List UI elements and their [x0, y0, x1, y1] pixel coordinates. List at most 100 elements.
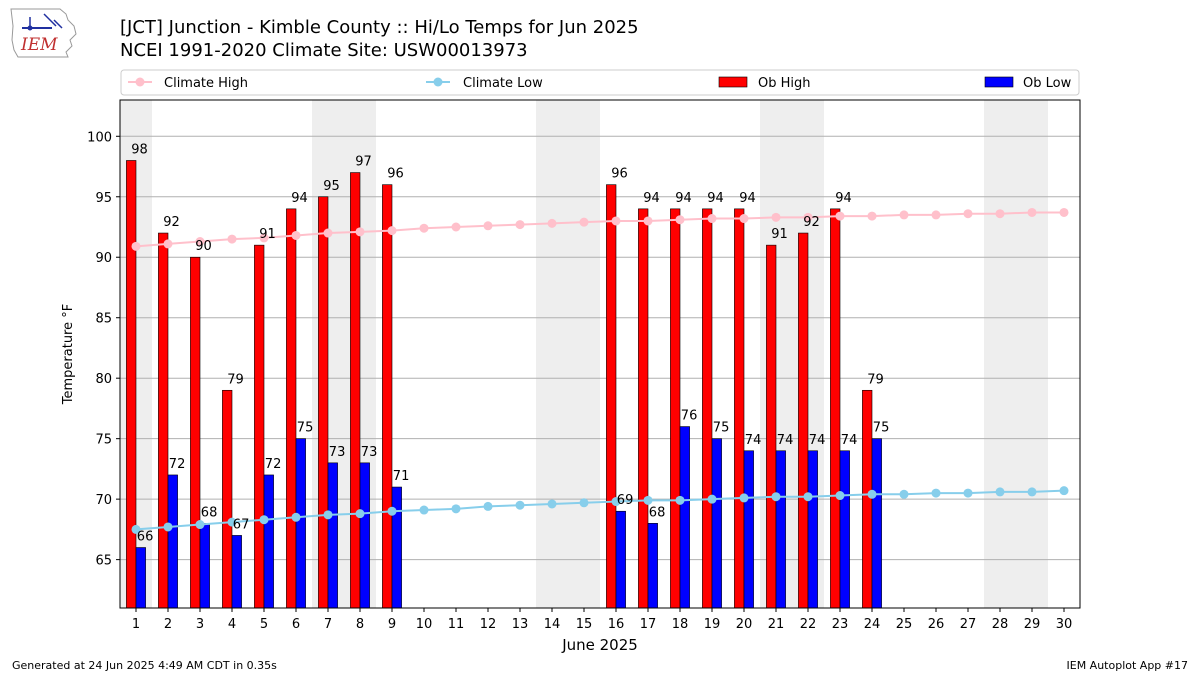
ob-high-bar: [638, 208, 649, 609]
ob-high-label: 91: [771, 227, 788, 242]
climate-low-point: [739, 493, 749, 503]
ob-high-bar: [702, 208, 713, 609]
y-axis-label: Temperature °F: [61, 304, 76, 405]
climate-high-point: [355, 227, 365, 237]
ob-high-label: 91: [259, 227, 276, 242]
ob-high-label: 94: [675, 191, 692, 206]
ob-high-bar: [798, 232, 809, 609]
climate-low-point: [131, 524, 141, 534]
climate-high-point: [611, 216, 621, 226]
ob-low-label: 73: [329, 445, 346, 460]
weekend-shade: [1016, 100, 1048, 608]
climate-high-point: [323, 228, 333, 238]
climate-high-point: [419, 223, 429, 233]
climate-low-point: [419, 505, 429, 515]
climate-low-point: [771, 492, 781, 502]
climate-low-point: [483, 501, 493, 511]
x-tick-label: 3: [196, 617, 204, 632]
ob-low-bar: [391, 486, 402, 609]
ob-high-label: 79: [867, 372, 884, 387]
ob-low-bar: [199, 523, 210, 609]
footer-generated: Generated at 24 Jun 2025 4:49 AM CDT in …: [12, 659, 277, 672]
climate-low-point: [707, 494, 717, 504]
climate-high-point: [451, 222, 461, 232]
ob-high-bar: [606, 184, 617, 609]
climate-low-point: [323, 510, 333, 520]
climate-high-point: [1027, 207, 1037, 217]
ob-low-label: 66: [137, 530, 154, 545]
ob-low-label: 72: [265, 457, 282, 472]
chart-title: [JCT] Junction - Kimble County :: Hi/Lo …: [120, 17, 639, 38]
ob-high-label: 94: [707, 191, 724, 206]
climate-high-point: [131, 241, 141, 251]
climate-low-point: [611, 497, 621, 507]
climate-low-point: [163, 522, 173, 532]
ob-high-label: 95: [323, 179, 340, 194]
climate-low-point: [227, 517, 237, 527]
climate-high-point: [931, 210, 941, 220]
x-tick-label: 17: [640, 617, 657, 632]
ob-high-bar: [382, 184, 393, 609]
x-tick-label: 5: [260, 617, 268, 632]
ob-low-bar: [775, 450, 786, 609]
ob-high-label: 92: [163, 215, 180, 230]
legend-ob-low-label: Ob Low: [1023, 76, 1072, 91]
legend-ob-high-label: Ob High: [758, 76, 811, 91]
ob-low-label: 75: [873, 421, 890, 436]
ob-high-bar: [190, 256, 201, 609]
climate-high-point: [259, 233, 269, 243]
climate-low-point: [803, 492, 813, 502]
ob-high-label: 97: [355, 155, 372, 170]
ob-high-label: 94: [835, 191, 852, 206]
ob-high-bar: [158, 232, 169, 609]
ob-low-label: 69: [617, 493, 634, 508]
ob-high-bar: [126, 160, 137, 609]
ob-low-label: 71: [393, 469, 410, 484]
x-tick-label: 25: [896, 617, 913, 632]
ob-low-label: 75: [713, 421, 730, 436]
x-tick-label: 29: [1024, 617, 1041, 632]
ob-low-bar: [231, 535, 242, 609]
ob-low-label: 68: [649, 505, 666, 520]
logo-text: IEM: [20, 35, 58, 55]
climate-high-point: [995, 209, 1005, 219]
x-tick-label: 16: [608, 617, 625, 632]
x-tick-label: 13: [512, 617, 529, 632]
climate-high-point: [707, 214, 717, 224]
ob-low-bar: [871, 438, 882, 609]
ob-high-label: 94: [739, 191, 756, 206]
x-tick-label: 27: [960, 617, 977, 632]
x-tick-label: 15: [576, 617, 593, 632]
ob-low-bar: [135, 547, 146, 609]
ob-low-label: 68: [201, 505, 218, 520]
ob-high-label: 94: [291, 191, 308, 206]
ob-low-bar: [711, 438, 722, 609]
climate-high-point: [483, 221, 493, 231]
climate-low-point: [995, 487, 1005, 497]
y-tick-label: 90: [95, 251, 112, 266]
x-tick-label: 18: [672, 617, 689, 632]
climate-low-point: [387, 506, 397, 516]
ob-high-label: 90: [195, 239, 212, 254]
climate-low-point: [1059, 486, 1069, 496]
ob-low-bar: [615, 510, 626, 609]
climate-low-point: [643, 495, 653, 505]
climate-low-point: [291, 512, 301, 522]
y-tick-label: 95: [95, 191, 112, 206]
climate-low-point: [195, 520, 205, 530]
climate-high-point: [547, 218, 557, 228]
x-tick-label: 7: [324, 617, 332, 632]
climate-low-point: [867, 489, 877, 499]
x-tick-label: 12: [480, 617, 497, 632]
x-tick-label: 22: [800, 617, 817, 632]
x-tick-label: 14: [544, 617, 561, 632]
climate-low-line: [135, 489, 1065, 531]
x-tick-label: 23: [832, 617, 849, 632]
ob-low-bar: [807, 450, 818, 609]
ob-low-bar: [743, 450, 754, 609]
climate-low-point: [451, 504, 461, 514]
ob-high-bar: [318, 196, 329, 609]
climate-low-point: [899, 489, 909, 499]
climate-high-point: [515, 220, 525, 230]
legend-climate-high-label: Climate High: [164, 76, 248, 91]
